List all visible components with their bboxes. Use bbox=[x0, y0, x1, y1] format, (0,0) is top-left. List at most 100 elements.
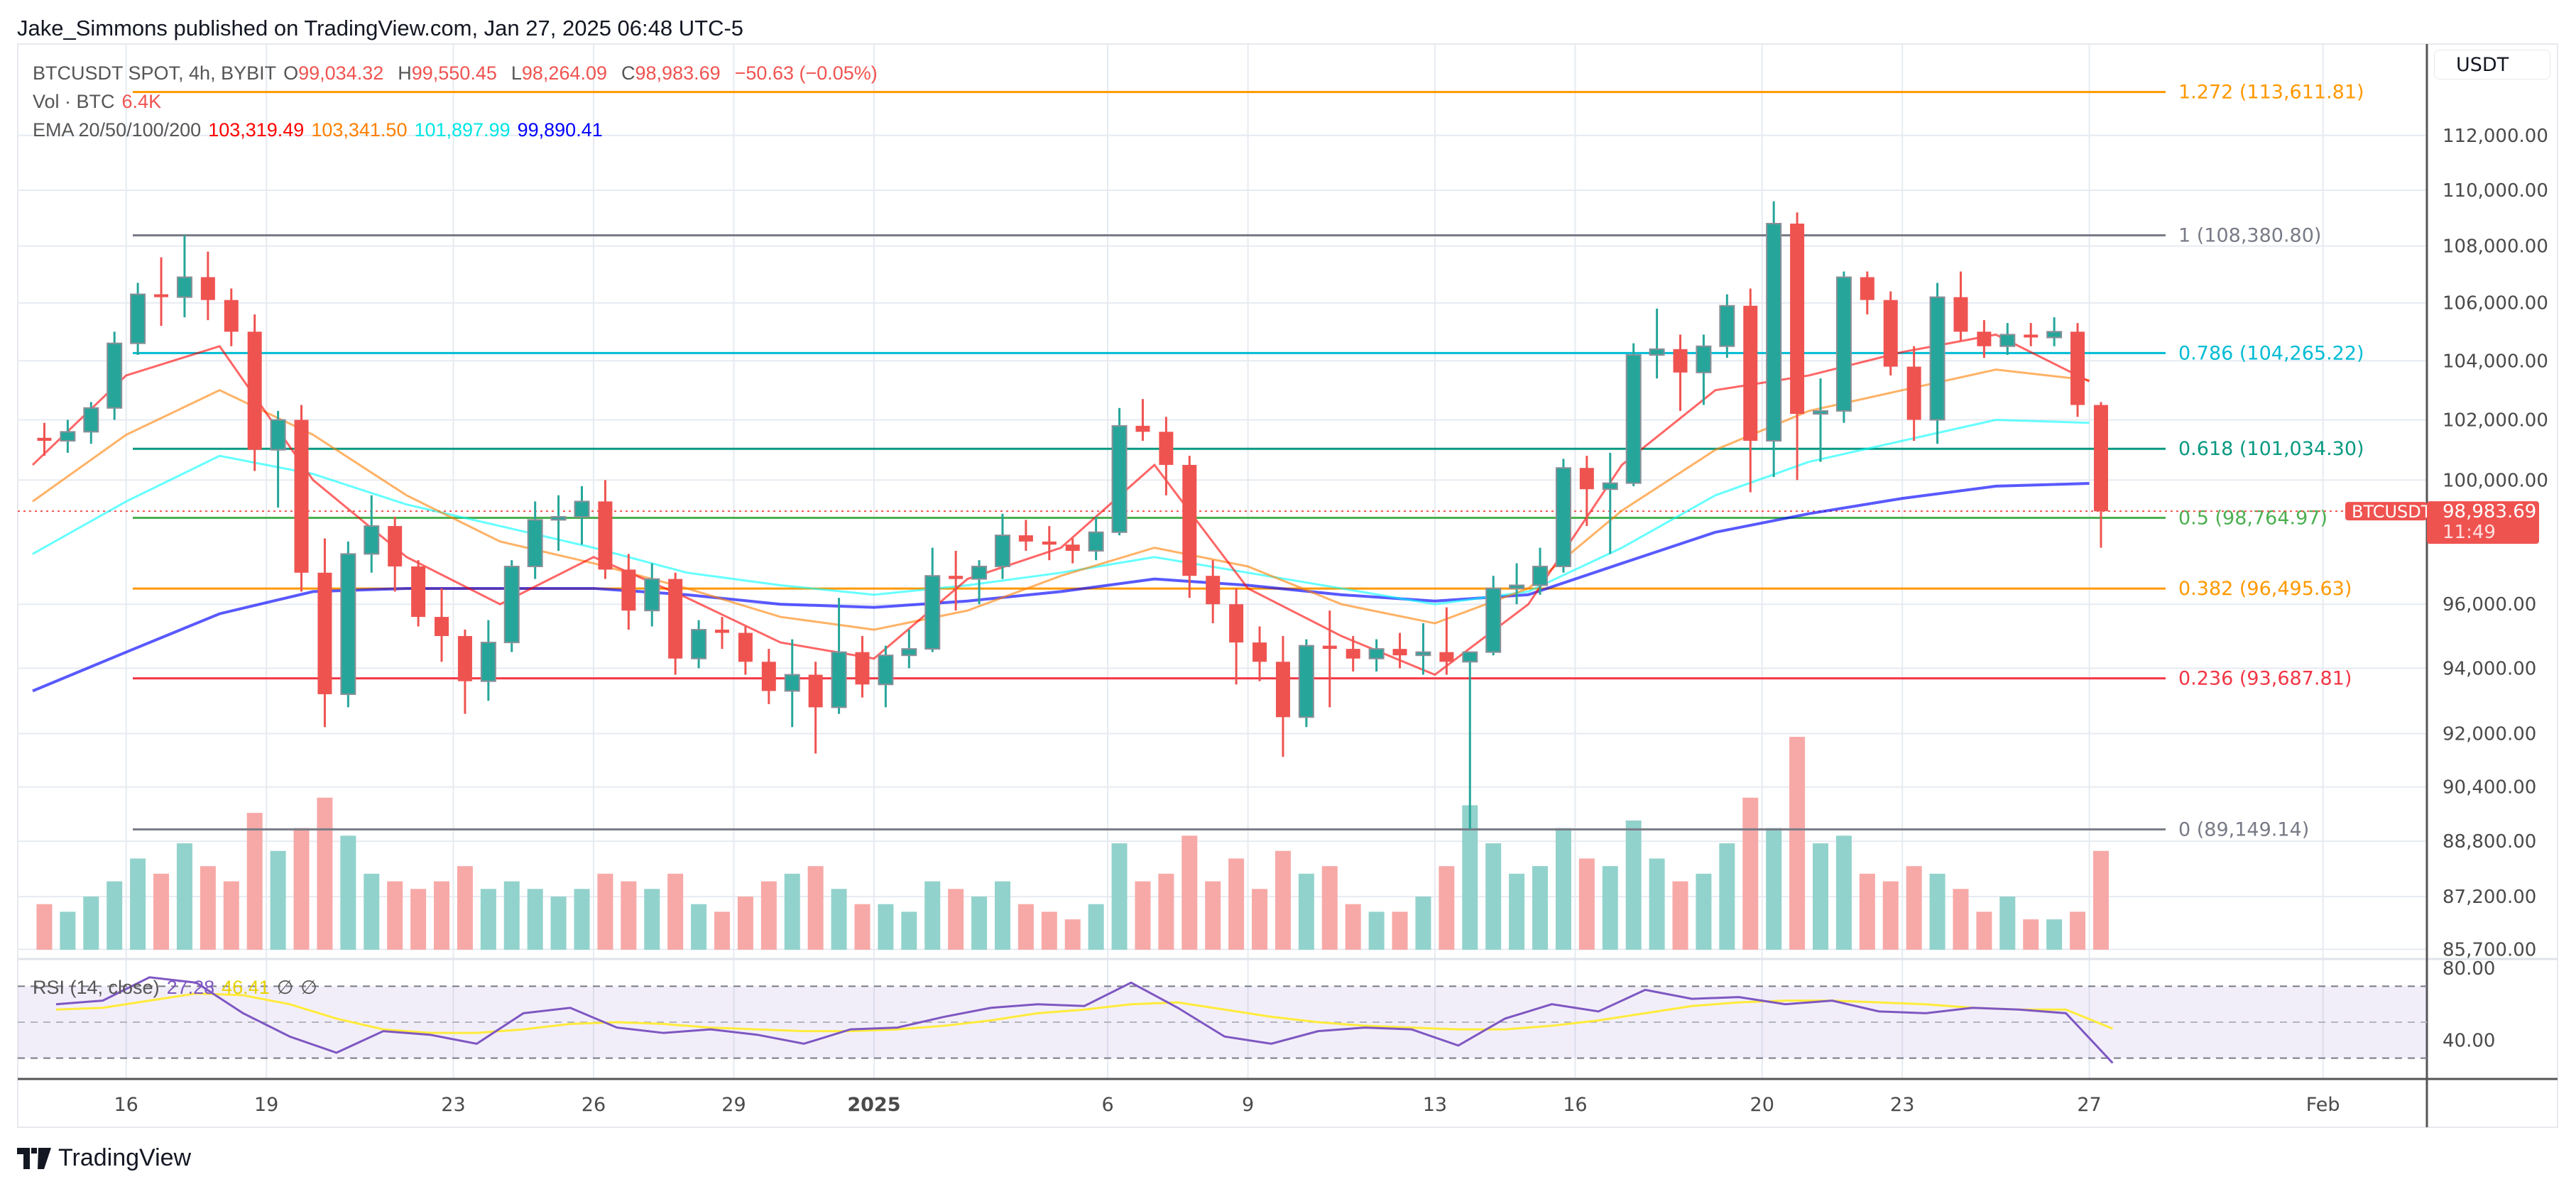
volume-bar bbox=[223, 881, 239, 950]
volume-bar bbox=[1041, 911, 1057, 950]
rsi-ma-value: 46.41 bbox=[222, 977, 270, 998]
volume-bar bbox=[994, 881, 1010, 950]
fib-level-label: 0.382 (96,495.63) bbox=[2178, 578, 2352, 600]
candle-body bbox=[831, 651, 847, 708]
ema200-line bbox=[32, 482, 2090, 693]
volume-bar bbox=[1485, 843, 1502, 950]
volume-bar bbox=[200, 866, 216, 950]
fib-level-label: 0.786 (104,265.22) bbox=[2178, 342, 2364, 364]
candle-body bbox=[2046, 331, 2063, 339]
candle-body bbox=[1088, 531, 1104, 552]
volume-bar bbox=[1064, 919, 1081, 950]
volume-bar bbox=[293, 828, 310, 950]
volume-legend: Vol · BTC 6.4K bbox=[33, 91, 168, 113]
time-tick-label: 9 bbox=[1242, 1094, 1254, 1116]
bar-countdown: 11:49 bbox=[2443, 522, 2496, 543]
volume-bar bbox=[1509, 873, 1525, 950]
volume-bar bbox=[597, 873, 613, 950]
time-tick-label: 16 bbox=[114, 1094, 138, 1116]
candle-body bbox=[994, 535, 1010, 567]
volume-bar bbox=[364, 873, 380, 950]
last-price-tag bbox=[2427, 501, 2539, 544]
candle-body bbox=[1743, 305, 1758, 441]
volume-bar bbox=[1345, 904, 1361, 950]
rsi-value: 27.28 bbox=[166, 977, 215, 998]
time-tick-label: 13 bbox=[1423, 1094, 1447, 1116]
volume-bar bbox=[1649, 858, 1665, 950]
volume-bar bbox=[130, 858, 146, 950]
candle-body bbox=[691, 629, 707, 659]
volume-bar bbox=[1696, 873, 1712, 950]
volume-bar bbox=[1415, 897, 1431, 950]
open-label: O bbox=[283, 62, 299, 84]
candle-body bbox=[1602, 482, 1618, 491]
candle-body bbox=[364, 525, 380, 555]
volume-bar bbox=[2070, 911, 2086, 950]
symbol-legend: BTCUSDT SPOT, 4h, BYBIT O99,034.32 H99,550… bbox=[33, 62, 885, 84]
volume-bar bbox=[1742, 797, 1759, 950]
brand-name: TradingView bbox=[58, 1144, 192, 1171]
volume-bar bbox=[784, 873, 800, 950]
low-value: 98,264.09 bbox=[521, 62, 608, 84]
volume-bar bbox=[1882, 881, 1899, 950]
candle-body bbox=[761, 662, 776, 691]
price-tick-label: 108,000.00 bbox=[2443, 236, 2548, 258]
candle-body bbox=[1579, 468, 1594, 490]
candle-body bbox=[83, 407, 99, 433]
rsi-label[interactable]: RSI (14, close) bbox=[33, 977, 160, 998]
candle-body bbox=[247, 332, 262, 450]
price-tick-label: 102,000.00 bbox=[2443, 410, 2548, 431]
volume-bar bbox=[1578, 858, 1595, 950]
rsi-tick-label: 80.00 bbox=[2443, 958, 2495, 980]
candle-body bbox=[1766, 222, 1782, 442]
chart-frame bbox=[17, 43, 2558, 1128]
time-tick-label: 29 bbox=[721, 1094, 746, 1116]
time-tick-label: 16 bbox=[1563, 1094, 1587, 1116]
volume-bar bbox=[1835, 835, 1852, 950]
volume-bar bbox=[1999, 897, 2016, 950]
price-tick-label: 94,000.00 bbox=[2443, 658, 2536, 679]
candle-body bbox=[1275, 662, 1290, 718]
candle-body bbox=[503, 565, 520, 644]
volume-bar bbox=[621, 881, 637, 950]
volume-label[interactable]: Vol · BTC bbox=[33, 91, 115, 112]
candle-body bbox=[435, 617, 449, 637]
price-tick-label: 112,000.00 bbox=[2443, 126, 2548, 147]
volume-bar bbox=[1321, 866, 1338, 950]
candle-body bbox=[294, 420, 309, 573]
candle-body bbox=[224, 300, 239, 332]
symbol-name[interactable]: BTCUSDT SPOT, 4h, BYBIT bbox=[33, 62, 277, 84]
candle-body bbox=[1649, 348, 1665, 356]
time-tick-label: 23 bbox=[1890, 1094, 1914, 1116]
currency-button[interactable]: USDT bbox=[2434, 50, 2550, 80]
candle-body bbox=[1042, 541, 1057, 545]
candle-body bbox=[411, 566, 426, 618]
candle-body bbox=[1835, 276, 1852, 412]
volume-bar bbox=[714, 911, 730, 950]
candle-body bbox=[60, 431, 76, 442]
volume-bar bbox=[410, 889, 427, 950]
candle-body bbox=[480, 642, 496, 682]
tradingview-logo[interactable]: TradingView bbox=[17, 1144, 191, 1172]
candle-body bbox=[1206, 576, 1221, 605]
ema-label[interactable]: EMA 20/50/100/200 bbox=[33, 119, 202, 141]
volume-bar bbox=[503, 881, 520, 950]
volume-bar bbox=[2046, 919, 2063, 950]
volume-bar bbox=[246, 813, 263, 950]
rsi-line bbox=[55, 976, 2114, 1064]
volume-bar bbox=[901, 911, 917, 950]
volume-bar bbox=[854, 904, 871, 950]
candle-body bbox=[971, 565, 988, 580]
ema100-value: 101,897.99 bbox=[414, 119, 511, 141]
candle-body bbox=[949, 576, 964, 579]
price-tick-label: 100,000.00 bbox=[2443, 470, 2548, 491]
candle-body bbox=[1229, 604, 1244, 643]
volume-bar bbox=[153, 873, 170, 950]
volume-bar bbox=[1368, 911, 1385, 950]
ema50-value: 103,341.50 bbox=[311, 119, 408, 141]
candle-body bbox=[388, 526, 403, 566]
candle-body bbox=[1532, 565, 1549, 586]
volume-bar bbox=[1602, 866, 1618, 950]
volume-bar bbox=[1275, 850, 1291, 950]
